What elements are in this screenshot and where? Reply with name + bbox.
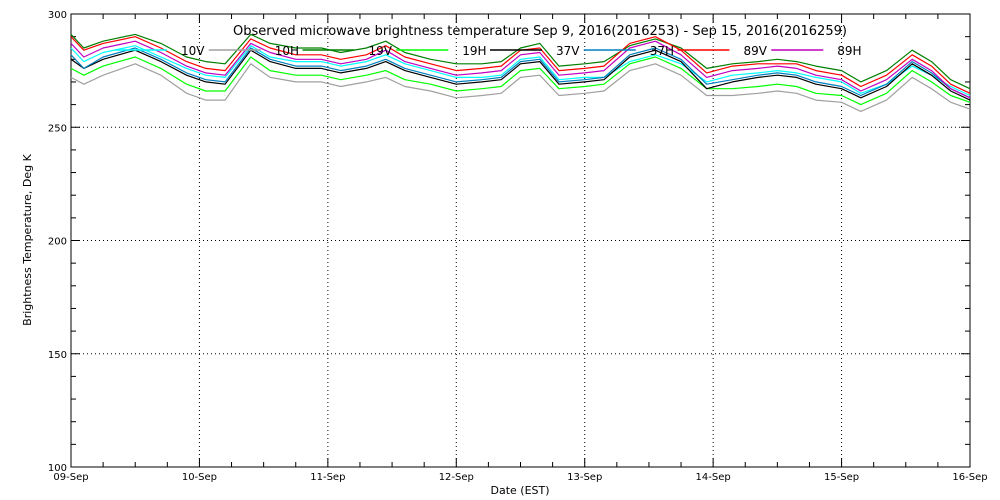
series-line-10v — [70, 45, 971, 97]
legend-label-19h: 19H — [462, 44, 486, 58]
legend-label-10h: 10H — [275, 44, 299, 58]
series-line-10h — [70, 63, 971, 113]
chart-title: Observed microwave brightness temperatur… — [233, 24, 847, 39]
x-tick-label: 12-Sep — [439, 472, 474, 483]
legend-label-89v: 89V — [744, 44, 768, 58]
series-line-37h — [70, 47, 971, 99]
series-line-37v — [70, 49, 971, 101]
y-axis-label: Brightness Temperature, Deg K — [21, 153, 34, 325]
y-tick-label: 200 — [48, 237, 67, 248]
y-tick-label: 150 — [48, 350, 67, 361]
x-tick-label: 15-Sep — [824, 472, 859, 483]
y-tick-label: 300 — [48, 10, 67, 21]
x-tick-label: 10-Sep — [182, 472, 217, 483]
legend-label-10v: 10V — [181, 44, 205, 58]
legend: 10V 10H 19V 19H 37V 37H 89V 89H — [115, 44, 862, 58]
legend-label-37v: 37V — [556, 44, 580, 58]
tick-layer: 100 150 200 250 300 09-Sep 10-Sep 11-Sep 12-Sep 1… — [48, 10, 988, 483]
series-line-89h — [70, 40, 971, 99]
series-line-19h — [70, 56, 971, 106]
x-tick-label: 14-Sep — [696, 472, 731, 483]
legend-label-89h: 89H — [837, 44, 861, 58]
x-tick-label: 09-Sep — [53, 472, 88, 483]
y-tick-label: 250 — [48, 123, 67, 134]
series-line-19v — [70, 33, 971, 90]
legend-label-19v: 19V — [369, 44, 393, 58]
x-tick-label: 16-Sep — [952, 472, 987, 483]
legend-label-37h: 37H — [650, 44, 674, 58]
x-axis-label: Date (EST) — [490, 484, 549, 497]
y-tick-label: 100 — [48, 463, 67, 474]
series-layer — [70, 33, 971, 113]
x-tick-label: 11-Sep — [310, 472, 345, 483]
x-tick-label: 13-Sep — [567, 472, 602, 483]
